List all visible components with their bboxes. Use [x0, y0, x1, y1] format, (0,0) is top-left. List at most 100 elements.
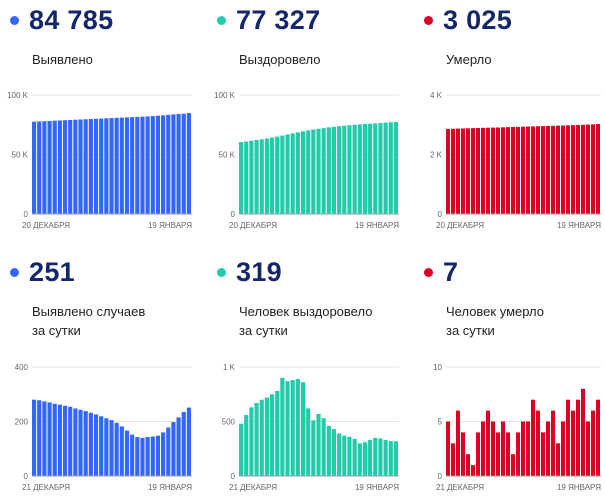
bar — [275, 390, 280, 476]
headline: 319 — [207, 252, 282, 292]
bar — [456, 128, 460, 214]
bar — [456, 410, 460, 476]
y-tick-label: 400 — [15, 363, 29, 372]
bar — [186, 113, 191, 214]
bar — [383, 440, 388, 476]
series-color-dot — [424, 15, 433, 25]
label-line: за сутки — [239, 323, 288, 338]
bar — [561, 421, 565, 476]
bar — [556, 443, 560, 476]
bar — [37, 400, 42, 476]
bar — [326, 425, 331, 476]
series-color-dot — [424, 267, 433, 277]
bar — [446, 421, 450, 476]
headline: 77 327 — [207, 0, 320, 40]
bar — [140, 116, 145, 214]
y-tick-label: 0 — [24, 472, 29, 481]
y-tick-label: 10 — [433, 363, 442, 372]
x-start-label: 21 ДЕКАБРЯ — [436, 483, 484, 492]
bar — [591, 124, 595, 214]
bar — [275, 136, 280, 214]
bar — [476, 128, 480, 214]
bar — [551, 410, 555, 476]
bar — [114, 117, 119, 214]
x-start-label: 21 ДЕКАБРЯ — [22, 483, 70, 492]
bar — [32, 121, 37, 214]
headline: 251 — [0, 252, 75, 292]
bar — [551, 125, 555, 214]
bar — [186, 407, 191, 476]
bar-chart: 0 5 10 21 ДЕКАБРЯ 19 ЯНВАРЯ — [433, 363, 601, 492]
panel-label: Человек выздоровело за сутки — [239, 302, 372, 340]
panel-detected-daily: 251 Выявлено случаев за сутки 0 200 400 21 … — [0, 252, 195, 499]
y-tick-label: 200 — [15, 418, 29, 427]
bar — [155, 115, 161, 214]
panel-recovered-daily: 319 Человек выздоровело за сутки 0 500 1 K… — [207, 252, 402, 499]
bar — [321, 418, 326, 476]
bar — [171, 422, 176, 476]
bar — [511, 126, 515, 214]
bar — [561, 125, 565, 214]
bar — [83, 411, 88, 476]
bar — [531, 399, 535, 476]
bar — [295, 378, 300, 476]
bar — [285, 381, 290, 476]
bar — [119, 117, 124, 214]
label-line: Человек выздоровело — [239, 304, 373, 319]
bar — [486, 127, 490, 214]
bar — [32, 399, 37, 476]
bar — [586, 124, 590, 214]
bar — [342, 435, 347, 476]
label-line: Умерло — [446, 52, 492, 67]
headline: 84 785 — [0, 0, 113, 40]
y-tick-label: 0 — [438, 472, 443, 481]
bar — [130, 434, 135, 476]
bar — [546, 125, 550, 214]
bar — [145, 437, 150, 476]
bar — [62, 120, 68, 214]
bar-chart: 0 500 1 K 21 ДЕКАБРЯ 19 ЯНВАРЯ — [222, 363, 400, 492]
bar — [311, 129, 316, 214]
bar — [506, 432, 510, 476]
bar — [526, 421, 530, 476]
bar — [140, 437, 145, 476]
bar — [306, 408, 311, 476]
headline-value: 7 — [443, 256, 459, 287]
bar — [511, 454, 515, 476]
bar — [496, 127, 500, 214]
bar — [73, 408, 78, 476]
x-end-label: 19 ЯНВАРЯ — [557, 483, 601, 492]
bar — [280, 377, 285, 476]
label-line: Выявлено случаев — [32, 304, 146, 319]
panel-died-total: 3 025 Умерло 0 2 K 4 K 20 ДЕКАБРЯ 19 ЯНВАРЯ — [414, 0, 605, 240]
bar — [347, 125, 352, 214]
y-tick-label: 100 K — [214, 91, 236, 100]
bar — [264, 397, 269, 476]
bar — [300, 382, 306, 476]
headline: 3 025 — [414, 0, 512, 40]
bar — [378, 122, 383, 214]
bar — [596, 399, 600, 476]
bar — [57, 404, 62, 476]
bar — [62, 405, 68, 476]
bar — [471, 465, 475, 476]
bar — [491, 127, 495, 214]
bar — [176, 417, 181, 476]
x-start-label: 20 ДЕКАБРЯ — [436, 221, 484, 230]
bar — [155, 435, 161, 476]
y-tick-label: 0 — [231, 210, 236, 219]
bar — [244, 414, 249, 476]
bar — [249, 407, 254, 476]
x-start-label: 20 ДЕКАБРЯ — [22, 221, 70, 230]
bar — [166, 114, 171, 214]
bar — [73, 119, 78, 214]
bar — [388, 441, 393, 476]
bar — [516, 126, 520, 214]
bar — [83, 119, 88, 214]
x-end-label: 19 ЯНВАРЯ — [148, 221, 192, 230]
bar — [150, 116, 155, 214]
y-tick-label: 5 — [438, 418, 443, 427]
bar — [259, 399, 264, 476]
panel-label: Выявлено случаев за сутки — [32, 302, 145, 340]
headline-value: 84 785 — [29, 4, 114, 35]
